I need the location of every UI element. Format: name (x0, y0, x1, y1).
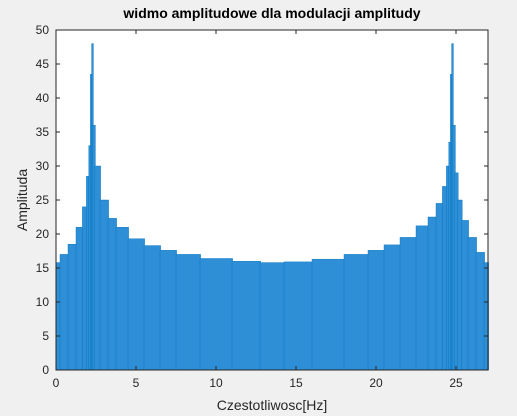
bar (427, 216, 437, 371)
y-tick-label: 20 (36, 227, 50, 241)
x-axis-label: Czestotliwosc[Hz] (217, 397, 327, 413)
x-tick-label: 0 (53, 376, 60, 390)
bar (283, 261, 313, 371)
y-tick-label: 15 (36, 261, 50, 275)
bar (127, 238, 145, 371)
bar (199, 258, 233, 371)
bar (435, 203, 444, 371)
y-axis-label: Amplituda (14, 169, 30, 231)
y-tick-label: 35 (36, 125, 50, 139)
x-tick-label: 10 (209, 376, 223, 390)
y-tick-label: 10 (36, 295, 50, 309)
bar (467, 237, 477, 371)
x-tick-label: 20 (369, 376, 383, 390)
bar (175, 254, 201, 371)
y-tick-label: 5 (42, 329, 49, 343)
bar (159, 250, 177, 371)
bar (311, 258, 345, 371)
x-tick-label: 15 (289, 376, 303, 390)
y-tick-label: 0 (42, 363, 49, 377)
x-axis-ticks: 0 5 10 15 20 25 (53, 30, 463, 390)
chart-title: widmo amplitudowe dla modulacji amplitud… (122, 5, 420, 21)
bar (59, 254, 69, 371)
y-axis-ticks: 0 5 10 15 20 25 30 35 40 45 50 (36, 23, 488, 377)
bar (415, 225, 429, 371)
bar (259, 262, 285, 371)
y-tick-label: 30 (36, 159, 50, 173)
x-tick-label: 25 (449, 376, 463, 390)
bar (94, 165, 101, 371)
x-tick-label: 5 (133, 376, 140, 390)
bar (475, 252, 485, 371)
bar (99, 199, 109, 371)
bar (461, 220, 469, 371)
bar (367, 250, 385, 371)
bar (115, 226, 129, 371)
bars-group (55, 43, 489, 371)
y-tick-label: 40 (36, 91, 50, 105)
bar (107, 218, 117, 371)
bar (383, 244, 401, 371)
bar (343, 254, 369, 371)
y-tick-label: 45 (36, 57, 50, 71)
bar (231, 261, 261, 371)
bar (399, 237, 417, 371)
y-tick-label: 50 (36, 23, 50, 37)
bar (75, 226, 84, 371)
bar (143, 245, 161, 371)
bar (67, 243, 77, 371)
y-tick-label: 25 (36, 193, 50, 207)
